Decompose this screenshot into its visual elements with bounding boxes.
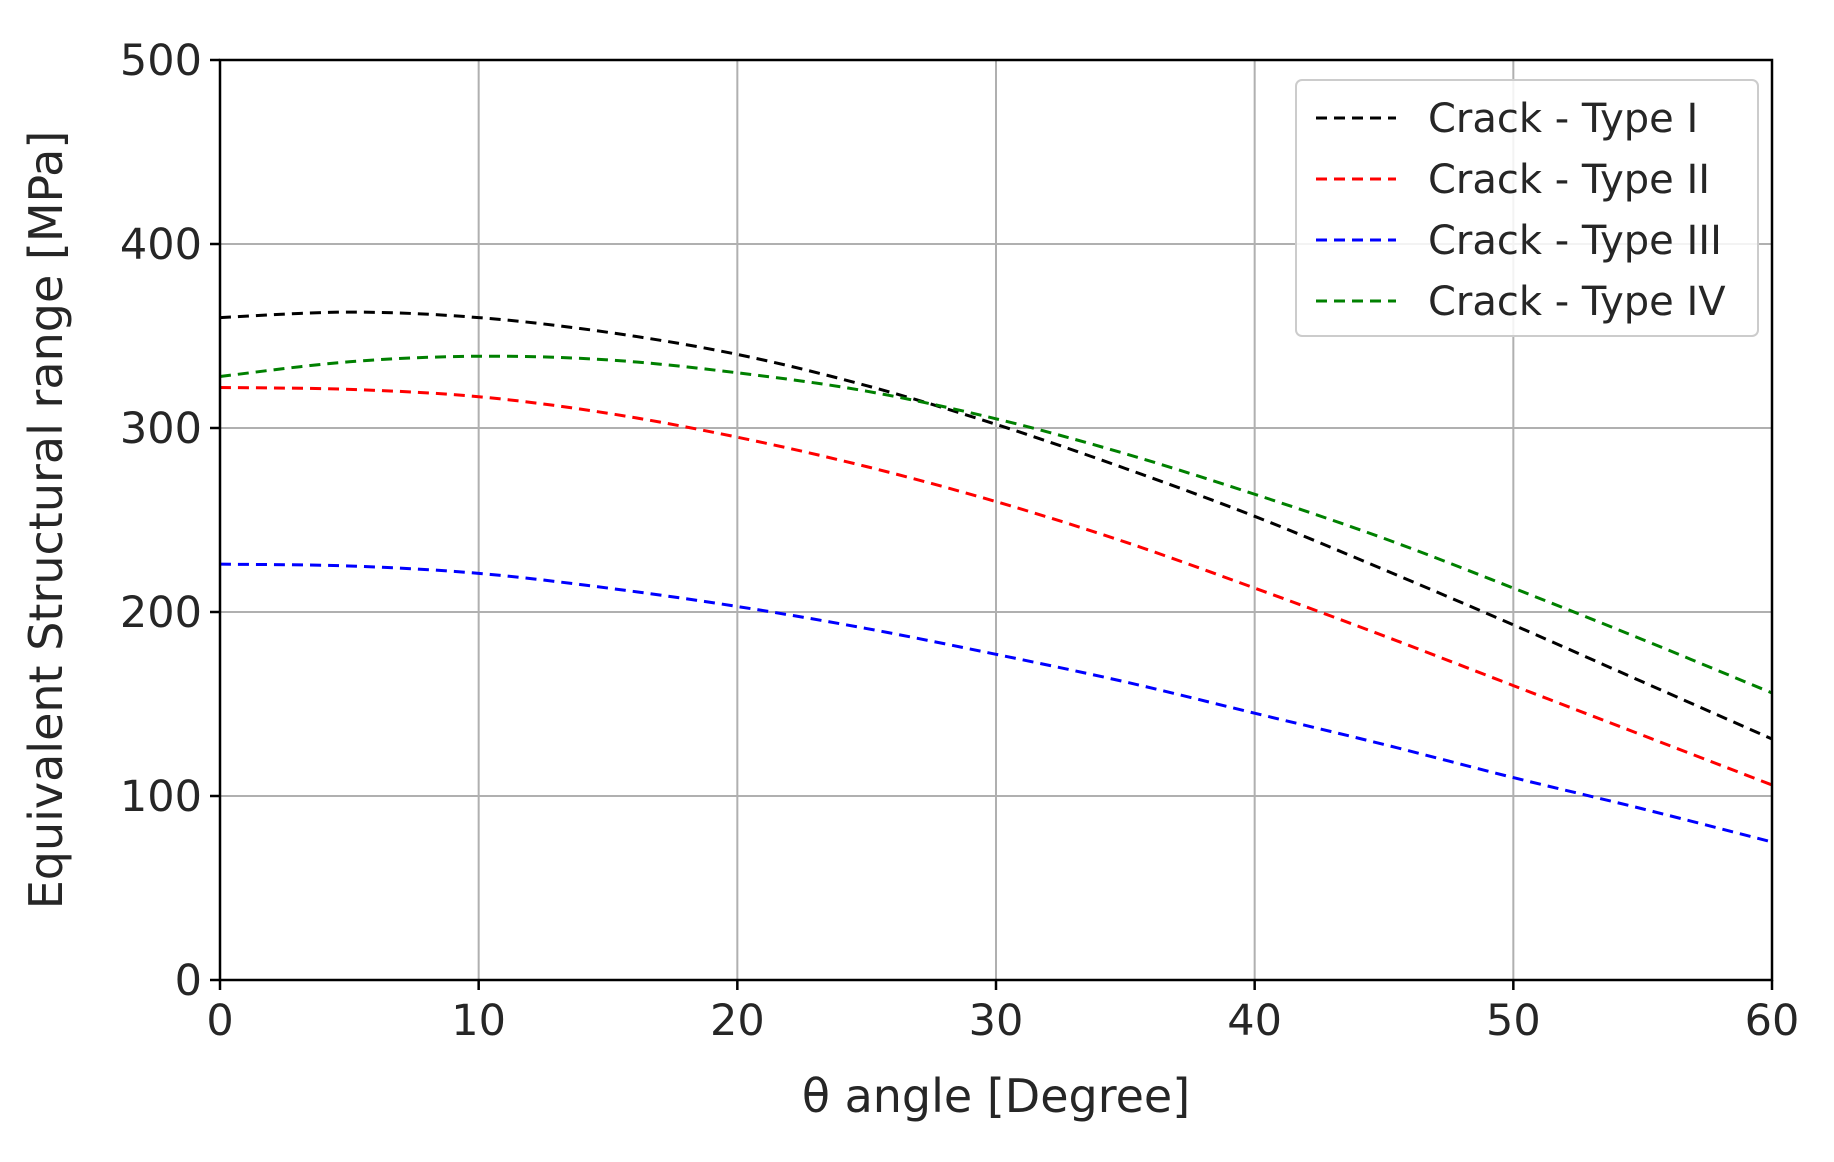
legend-label-1: Crack - Type I: [1428, 96, 1698, 142]
y-tick-label: 400: [120, 220, 202, 270]
y-tick-label: 100: [120, 772, 202, 822]
series-line-4: [219, 354, 1773, 695]
axis-ticks: 0 10 20 30 40 50 60 0 100 200 300 400 500: [120, 36, 1799, 1046]
x-axis-label: θ angle [Degree]: [802, 1069, 1190, 1123]
x-tick-label: 30: [969, 996, 1024, 1046]
y-axis-label: Equivalent Structural range [MPa]: [19, 131, 73, 910]
series-line-2: [219, 386, 1773, 787]
y-tick-label: 300: [120, 404, 202, 454]
x-tick-label: 50: [1486, 996, 1541, 1046]
x-tick-label: 0: [206, 996, 233, 1046]
x-tick-label: 60: [1745, 996, 1800, 1046]
x-tick-label: 40: [1227, 996, 1282, 1046]
legend-box: [1295, 79, 1759, 337]
y-tick-label: 500: [120, 36, 202, 86]
legend-label-2: Crack - Type II: [1428, 157, 1710, 203]
series-line-3: [219, 562, 1773, 844]
legend: Crack - Type I Crack - Type II Crack - Typ…: [1295, 79, 1759, 337]
y-tick-label: 0: [175, 956, 202, 1006]
series-lines: [219, 310, 1773, 844]
x-tick-label: 10: [451, 996, 506, 1046]
legend-label-3: Crack - Type III: [1428, 218, 1722, 264]
legend-label-4: Crack - Type IV: [1428, 279, 1726, 325]
series-line-1: [219, 310, 1773, 741]
y-tick-label: 200: [120, 588, 202, 638]
x-tick-label: 20: [710, 996, 765, 1046]
